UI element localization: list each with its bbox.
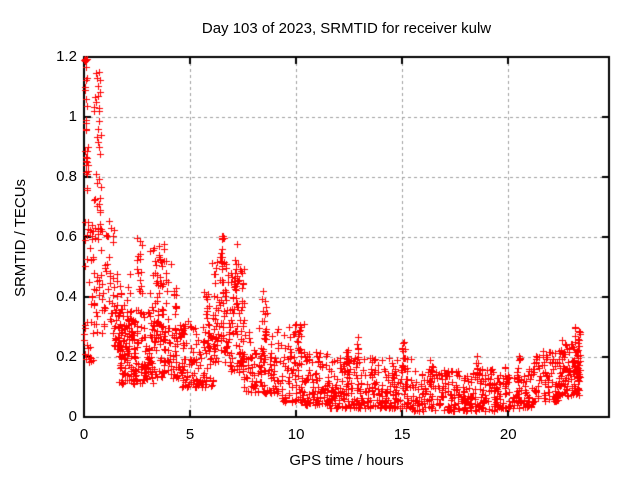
x-tick-label: 20 [499,426,517,443]
y-tick-label: 0.8 [56,168,77,185]
y-tick-label: 0.6 [56,228,77,245]
x-axis-label: GPS time / hours [289,452,404,469]
y-tick-label: 0.2 [56,348,77,365]
y-tick-label: 1 [68,108,77,125]
x-tick-label: 5 [185,426,195,443]
x-tick-label: 15 [393,426,411,443]
x-tick-label: 0 [79,426,89,443]
y-tick-label: 1.2 [56,48,77,65]
y-tick-label: 0.4 [56,288,77,305]
chart-title: Day 103 of 2023, SRMTID for receiver kul… [201,20,492,37]
x-tick-label: 10 [287,426,305,443]
y-tick-label: 0 [68,408,77,425]
